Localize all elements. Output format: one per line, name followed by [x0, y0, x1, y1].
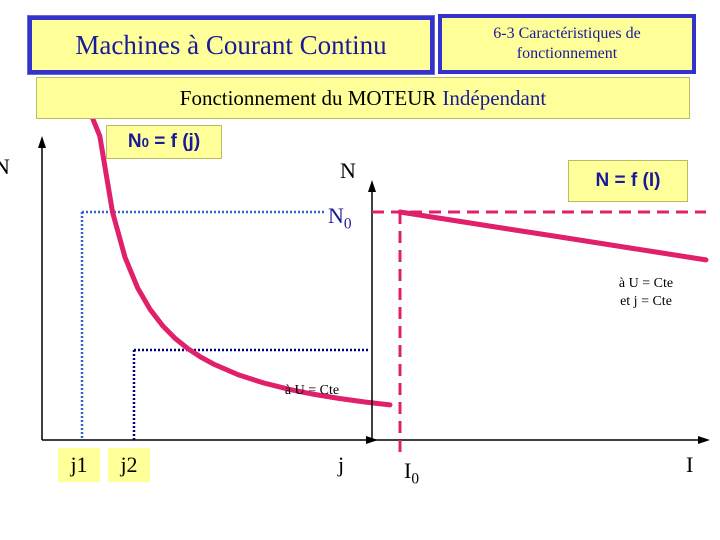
right-chart-note: à U = Cte et j = Cte [618, 276, 674, 309]
subtitle-accent: Indépendant [442, 85, 547, 110]
j1-tick-label: j1 [58, 448, 100, 482]
left-title-rest: = f (j) [148, 131, 201, 152]
right-y-axis-arrow [368, 180, 376, 192]
n-vs-j-curve [72, 102, 393, 408]
right-chart-title: N = f (I) [568, 160, 688, 202]
i0-label: I0 [404, 458, 419, 488]
left-title-main: N [127, 131, 142, 152]
n0-label: N0 [328, 203, 352, 233]
right-x-axis-label: I [686, 452, 694, 477]
right-y-axis-label: N [340, 158, 356, 183]
n0-label-main: N [328, 203, 344, 228]
left-title-sub: 0 [141, 134, 149, 150]
left-y-axis-arrow [38, 136, 46, 148]
j2-tick-label: j2 [108, 448, 150, 482]
section-title: 6-3 Caractéristiques de fonctionnement [438, 14, 696, 74]
chart-right [368, 180, 710, 458]
right-x-axis-arrow [698, 436, 710, 444]
chart-left [38, 102, 393, 444]
n-vs-i-curve [397, 209, 709, 263]
i0-label-sub: 0 [411, 470, 420, 488]
title-main: Machines à Courant Continu [27, 15, 435, 75]
left-x-axis-label: j [338, 452, 345, 477]
i0-label-main: I [404, 458, 412, 483]
left-y-axis-label: N [0, 154, 10, 179]
n0-label-sub: 0 [343, 215, 352, 233]
left-chart-note: à U = Cte [284, 383, 340, 398]
subtitle-text: Fonctionnement du MOTEUR [179, 85, 437, 110]
subtitle-banner: Fonctionnement du MOTEUR Indépendant [36, 77, 690, 119]
